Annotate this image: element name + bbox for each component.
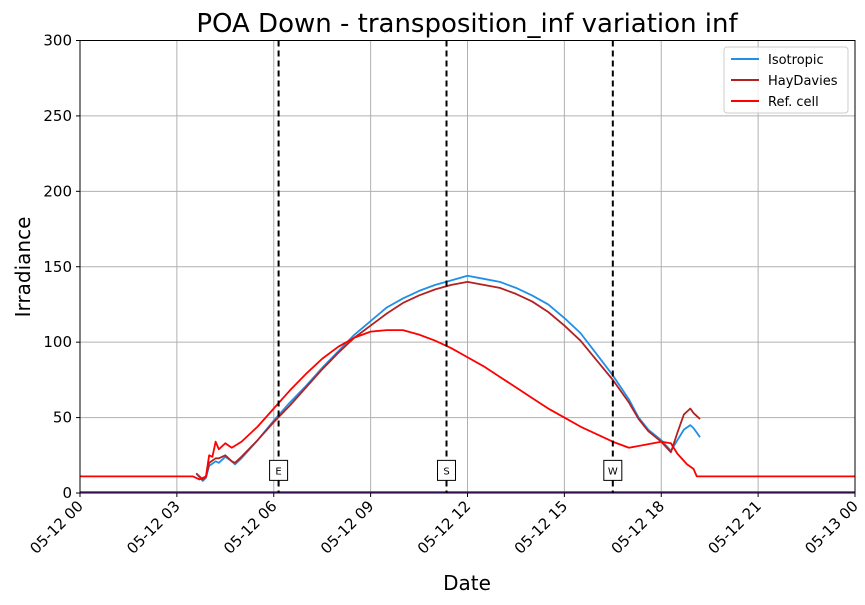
legend: Isotropic HayDavies Ref. cell [723, 46, 849, 114]
x-tick-label: 05-12 12 [414, 497, 474, 557]
y-axis-label: Irradiance [11, 217, 35, 318]
y-tick-label: 200 [43, 182, 72, 200]
x-tick-label: 05-12 03 [123, 497, 183, 557]
y-tick-label: 50 [53, 409, 72, 427]
x-axis-ticks: 05-12 00 05-12 03 05-12 06 05-12 09 05-12 12… [26, 493, 862, 558]
legend-label: Isotropic [768, 53, 824, 68]
y-tick-label: 300 [43, 32, 72, 50]
vline-label: E [275, 466, 281, 477]
x-axis-label: Date [443, 571, 491, 595]
x-tick-label: 05-12 09 [317, 497, 377, 557]
legend-box [723, 46, 849, 114]
vline-label: W [608, 466, 618, 477]
series-line-isotropic [195, 274, 701, 482]
x-tick-label: 05-13 00 [801, 497, 861, 557]
vline-label-box [437, 459, 457, 481]
series-lines [80, 274, 855, 493]
y-axis-ticks: 0 50 100 150 200 250 300 [43, 32, 80, 502]
x-tick-label: 05-12 21 [705, 497, 765, 557]
y-tick-label: 250 [43, 107, 72, 125]
x-tick-label: 05-12 15 [511, 497, 571, 557]
vline-label: S [443, 466, 449, 477]
y-tick-label: 150 [43, 258, 72, 276]
series-line-ref-cell [80, 329, 855, 481]
chart-title: POA Down - transposition_inf variation i… [196, 9, 738, 39]
vline-label-box [269, 459, 289, 481]
y-tick-label: 0 [62, 484, 72, 502]
legend-entries: Isotropic HayDavies Ref. cell [731, 53, 838, 110]
series-line-haydavies [195, 280, 701, 481]
plot-frame [79, 40, 856, 494]
legend-label: HayDavies [768, 74, 838, 89]
vline-label-box [603, 459, 623, 481]
y-tick-label: 100 [43, 333, 72, 351]
x-tick-label: 05-12 18 [608, 497, 668, 557]
legend-label: Ref. cell [768, 95, 819, 110]
x-tick-label: 05-12 06 [220, 497, 280, 557]
x-tick-label: 05-12 00 [26, 497, 86, 557]
